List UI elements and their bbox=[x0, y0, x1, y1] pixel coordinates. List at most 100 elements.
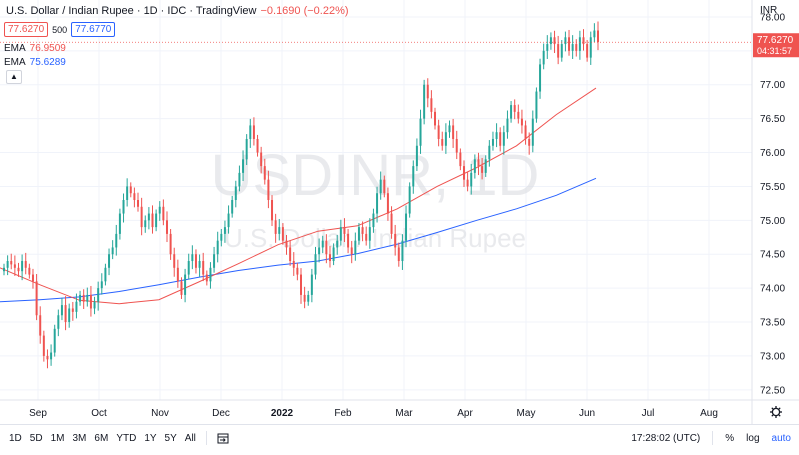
candle bbox=[325, 234, 328, 264]
candle-body bbox=[484, 159, 487, 173]
candle bbox=[104, 263, 107, 286]
candle bbox=[303, 286, 306, 309]
candle-body bbox=[151, 213, 154, 228]
ema-legend-row-1[interactable]: EMA 76.9509 bbox=[4, 43, 66, 54]
candle bbox=[173, 247, 176, 277]
ask-price-box[interactable]: 77.6770 bbox=[71, 22, 116, 37]
range-1y[interactable]: 1Y bbox=[144, 432, 157, 444]
candle bbox=[582, 29, 585, 51]
log-toggle[interactable]: log bbox=[746, 432, 760, 444]
candle bbox=[46, 349, 49, 369]
candle bbox=[118, 208, 121, 240]
candle bbox=[6, 255, 9, 276]
candle bbox=[249, 118, 252, 148]
candle-body bbox=[100, 281, 103, 289]
candle-body bbox=[372, 213, 375, 228]
candle-body bbox=[50, 352, 53, 360]
candle bbox=[256, 134, 259, 157]
range-all[interactable]: All bbox=[184, 432, 196, 444]
range-6m[interactable]: 6M bbox=[94, 432, 109, 444]
candle bbox=[415, 138, 418, 171]
candle bbox=[408, 182, 411, 218]
candle-body bbox=[328, 254, 331, 262]
candle bbox=[100, 273, 103, 295]
candle bbox=[202, 252, 205, 282]
x-tick-label: Sep bbox=[29, 408, 47, 419]
candle bbox=[357, 223, 360, 245]
symbol-description[interactable]: U.S. Dollar / Indian Rupee · 1D · IDC · … bbox=[6, 5, 257, 17]
candle bbox=[571, 35, 574, 59]
candle bbox=[260, 146, 263, 174]
candle-body bbox=[336, 240, 339, 248]
auto-toggle[interactable]: auto bbox=[771, 432, 791, 444]
candle bbox=[198, 254, 201, 277]
candle bbox=[448, 120, 451, 138]
ema1-value: 76.9509 bbox=[29, 43, 66, 54]
candle-body bbox=[455, 138, 458, 153]
candle-body bbox=[499, 132, 502, 146]
candle bbox=[300, 268, 302, 304]
candle bbox=[339, 219, 342, 246]
candle-body bbox=[462, 166, 465, 180]
candle-body bbox=[539, 64, 542, 92]
chevron-up-icon[interactable]: ▲ bbox=[6, 70, 22, 84]
candle-body bbox=[531, 118, 534, 146]
candle bbox=[426, 78, 429, 108]
candle-body bbox=[452, 125, 455, 139]
candle bbox=[213, 246, 216, 273]
candle bbox=[549, 32, 552, 50]
range-5d[interactable]: 5D bbox=[29, 432, 43, 444]
candle bbox=[455, 130, 458, 160]
candle bbox=[220, 229, 223, 247]
price-scale[interactable]: INR 72.5073.0073.5074.0074.5075.0075.507… bbox=[751, 0, 799, 424]
range-1m[interactable]: 1M bbox=[50, 432, 65, 444]
calendar-goto-icon[interactable] bbox=[217, 432, 229, 444]
candle-body bbox=[231, 200, 234, 214]
x-tick-label: Jul bbox=[642, 408, 655, 419]
x-tick-label: Oct bbox=[91, 408, 107, 419]
candle-body bbox=[220, 233, 223, 241]
range-5y[interactable]: 5Y bbox=[164, 432, 177, 444]
candle bbox=[379, 171, 382, 200]
candle bbox=[444, 123, 447, 154]
ema-legend-row-2[interactable]: EMA 75.6289 bbox=[4, 57, 66, 68]
candle bbox=[477, 152, 480, 176]
candle bbox=[165, 211, 168, 243]
range-3m[interactable]: 3M bbox=[72, 432, 87, 444]
x-tick-label: Apr bbox=[457, 408, 473, 419]
candle-body bbox=[213, 254, 216, 268]
candle bbox=[390, 206, 393, 239]
x-tick-label: 2022 bbox=[271, 408, 294, 419]
candle-body bbox=[318, 247, 321, 255]
percent-toggle[interactable]: % bbox=[725, 432, 735, 444]
candle bbox=[462, 160, 465, 187]
candle-body bbox=[571, 44, 574, 51]
candle-body bbox=[589, 37, 592, 58]
bid-price-box[interactable]: 77.6270 bbox=[4, 22, 49, 37]
candle bbox=[71, 301, 74, 321]
range-1d[interactable]: 1D bbox=[9, 432, 22, 444]
candle-body bbox=[365, 233, 368, 241]
candle bbox=[365, 226, 368, 246]
candle-body bbox=[158, 206, 161, 214]
candle bbox=[93, 296, 96, 315]
candle bbox=[466, 172, 469, 192]
candle bbox=[531, 110, 534, 153]
candle bbox=[502, 125, 505, 155]
candle-body bbox=[252, 125, 255, 139]
gear-icon[interactable] bbox=[770, 406, 782, 418]
candle bbox=[517, 104, 520, 124]
currency-label[interactable]: INR bbox=[760, 5, 777, 16]
candle-body bbox=[296, 267, 299, 275]
candle bbox=[144, 215, 147, 233]
x-tick-label: Aug bbox=[700, 408, 718, 419]
candle bbox=[495, 123, 498, 148]
range-ytd[interactable]: YTD bbox=[116, 432, 137, 444]
candle bbox=[499, 127, 502, 152]
candle-body bbox=[227, 213, 230, 228]
candle bbox=[542, 43, 545, 70]
utc-clock[interactable]: 17:28:02 (UTC) bbox=[631, 432, 701, 444]
candle-body bbox=[71, 308, 74, 312]
